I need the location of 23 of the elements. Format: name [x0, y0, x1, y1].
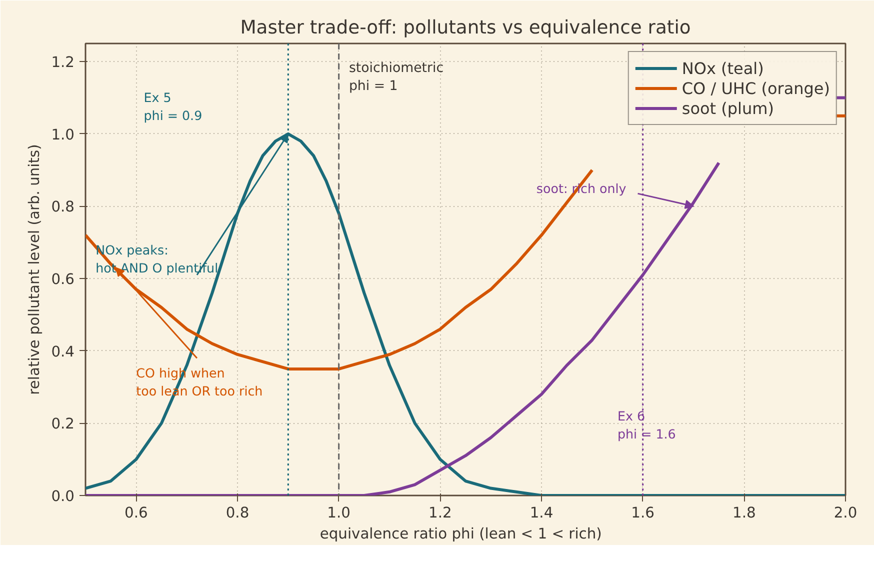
legend-label: soot (plum) [682, 98, 774, 118]
x-axis-title: equivalence ratio phi (lean < 1 < rich) [320, 526, 602, 542]
y-tick-label: 0.4 [51, 343, 75, 360]
x-tick-label: 1.8 [732, 504, 756, 522]
y-tick-label: 1.0 [51, 126, 75, 144]
legend-label: CO / UHC (orange) [682, 78, 830, 98]
x-tick-label: 1.6 [631, 504, 654, 522]
y-tick-label: 0.0 [51, 488, 75, 505]
x-tick-label: 2.0 [834, 504, 858, 522]
chart-title: Master trade-off: pollutants vs equivalence ratio [240, 18, 691, 38]
ref-line-label: stoichiometric phi = 1 [348, 61, 444, 94]
x-tick-label: 1.2 [428, 504, 452, 522]
x-tick-label: 1.0 [327, 504, 350, 522]
x-tick-label: 0.6 [124, 504, 148, 522]
ref-line-label: Ex 5 phi = 0.9 [144, 90, 202, 124]
y-tick-label: 1.2 [51, 54, 75, 72]
y-tick-label: 0.8 [51, 198, 75, 216]
y-tick-label: 0.6 [51, 271, 75, 288]
y-tick-label: 0.2 [51, 416, 75, 433]
x-tick-label: 1.4 [530, 504, 554, 522]
x-tick-label: 0.8 [226, 504, 250, 522]
legend-label: NOx (teal) [682, 58, 764, 78]
y-axis-title: relative pollutant level (arb. units) [26, 144, 44, 395]
